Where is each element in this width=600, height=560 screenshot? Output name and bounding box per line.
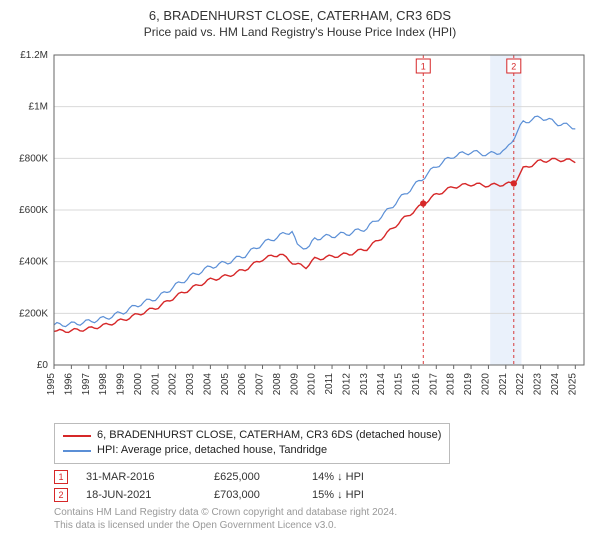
row-price: £625,000 (214, 471, 294, 483)
svg-text:1: 1 (421, 62, 426, 72)
svg-text:2006: 2006 (237, 373, 248, 396)
svg-text:£400K: £400K (19, 257, 48, 268)
svg-text:1998: 1998 (98, 373, 109, 396)
chart-plot-area: £0 £200K £400K £600K £800K £1M £1.2M 1 2 1995 1996… (10, 45, 590, 415)
svg-text:2024: 2024 (550, 373, 561, 396)
svg-text:1996: 1996 (63, 373, 74, 396)
footnote: Contains HM Land Registry data © Crown c… (54, 506, 590, 532)
legend-swatch (63, 435, 91, 437)
legend-swatch (63, 450, 91, 452)
svg-text:£800K: £800K (19, 153, 48, 164)
row-marker: 2 (54, 488, 68, 502)
row-price: £703,000 (214, 489, 294, 501)
svg-text:£200K: £200K (19, 308, 48, 319)
svg-text:2008: 2008 (272, 373, 283, 396)
chart-title: 6, BRADENHURST CLOSE, CATERHAM, CR3 6DS (10, 8, 590, 23)
transactions-table: 1 31-MAR-2016 £625,000 14% ↓ HPI 2 18-JU… (54, 470, 590, 502)
svg-text:£0: £0 (37, 360, 49, 371)
svg-text:2009: 2009 (289, 373, 300, 396)
svg-text:2004: 2004 (202, 373, 213, 396)
legend-item: HPI: Average price, detached house, Tand… (63, 443, 441, 458)
svg-text:1999: 1999 (116, 373, 127, 396)
svg-text:2000: 2000 (133, 373, 144, 396)
svg-text:2016: 2016 (411, 373, 422, 396)
svg-text:2018: 2018 (446, 373, 457, 396)
row-date: 18-JUN-2021 (86, 489, 196, 501)
svg-text:2002: 2002 (168, 373, 179, 396)
svg-text:2023: 2023 (533, 373, 544, 396)
table-row: 2 18-JUN-2021 £703,000 15% ↓ HPI (54, 488, 590, 502)
svg-text:£600K: £600K (19, 205, 48, 216)
legend-label: HPI: Average price, detached house, Tand… (97, 443, 327, 458)
legend-label: 6, BRADENHURST CLOSE, CATERHAM, CR3 6DS … (97, 428, 441, 443)
footnote-line: This data is licensed under the Open Gov… (54, 519, 590, 532)
svg-text:2019: 2019 (463, 373, 474, 396)
svg-text:2013: 2013 (359, 373, 370, 396)
legend-item: 6, BRADENHURST CLOSE, CATERHAM, CR3 6DS … (63, 428, 441, 443)
row-pct: 14% ↓ HPI (312, 471, 412, 483)
svg-text:£1.2M: £1.2M (20, 50, 48, 61)
svg-text:2020: 2020 (480, 373, 491, 396)
footnote-line: Contains HM Land Registry data © Crown c… (54, 506, 590, 519)
svg-text:2012: 2012 (341, 373, 352, 396)
svg-text:2005: 2005 (220, 373, 231, 396)
svg-text:1995: 1995 (46, 373, 57, 396)
chart-container: 6, BRADENHURST CLOSE, CATERHAM, CR3 6DS … (0, 0, 600, 560)
svg-text:2014: 2014 (376, 373, 387, 396)
svg-text:1997: 1997 (81, 373, 92, 396)
svg-text:2025: 2025 (567, 373, 578, 396)
svg-text:2022: 2022 (515, 373, 526, 396)
legend: 6, BRADENHURST CLOSE, CATERHAM, CR3 6DS … (54, 423, 450, 464)
svg-text:2015: 2015 (394, 373, 405, 396)
line-chart-svg: £0 £200K £400K £600K £800K £1M £1.2M 1 2 1995 1996… (10, 45, 590, 415)
row-pct: 15% ↓ HPI (312, 489, 412, 501)
svg-text:2003: 2003 (185, 373, 196, 396)
svg-text:2017: 2017 (428, 373, 439, 396)
svg-text:2011: 2011 (324, 373, 335, 395)
row-date: 31-MAR-2016 (86, 471, 196, 483)
row-marker: 1 (54, 470, 68, 484)
svg-text:£1M: £1M (29, 102, 48, 113)
svg-text:2010: 2010 (307, 373, 318, 396)
chart-subtitle: Price paid vs. HM Land Registry's House … (10, 25, 590, 39)
table-row: 1 31-MAR-2016 £625,000 14% ↓ HPI (54, 470, 590, 484)
svg-text:2021: 2021 (498, 373, 509, 396)
svg-text:2: 2 (511, 62, 516, 72)
svg-text:2001: 2001 (150, 373, 161, 396)
svg-text:2007: 2007 (255, 373, 266, 396)
